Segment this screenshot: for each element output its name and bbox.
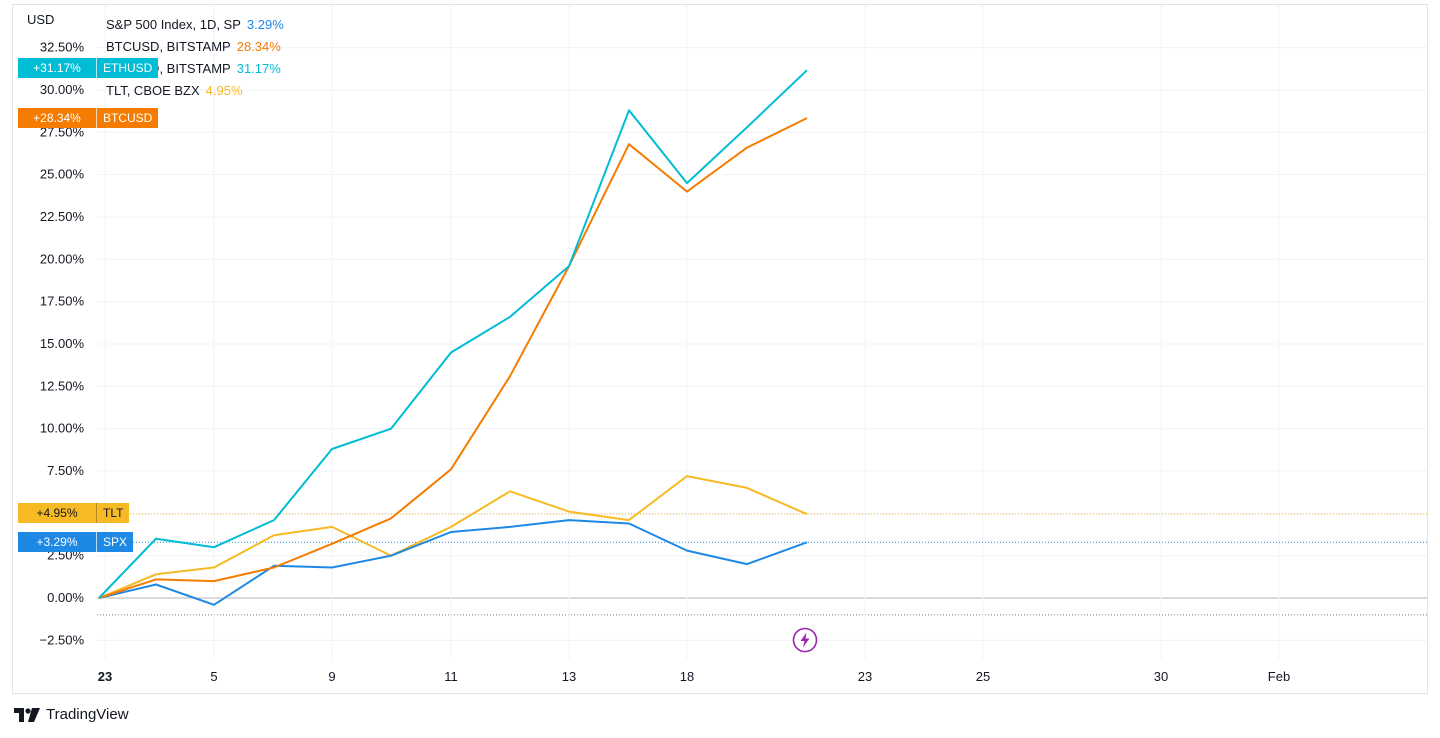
series-line-spx bbox=[98, 519, 808, 606]
price-badge-btcusd: +28.34% BTCUSD bbox=[18, 108, 159, 128]
x-tick-label: 9 bbox=[328, 669, 335, 684]
series-line-tlt bbox=[98, 475, 808, 599]
x-tick-label: 13 bbox=[562, 669, 576, 684]
badge-symbol: ETHUSD bbox=[96, 58, 158, 78]
y-tick-label: 7.50% bbox=[47, 463, 84, 478]
lightning-bolt-icon[interactable] bbox=[792, 627, 818, 653]
tradingview-logo-icon bbox=[14, 707, 40, 722]
badge-symbol: BTCUSD bbox=[96, 108, 158, 128]
legend-name: TLT, CBOE BZX bbox=[106, 83, 200, 98]
price-badge-spx: +3.29% SPX bbox=[18, 532, 134, 552]
y-tick-label: 25.00% bbox=[40, 167, 85, 182]
x-tick-label: 11 bbox=[444, 669, 458, 684]
legend-row-tlt[interactable]: TLT, CBOE BZX 4.95% bbox=[106, 80, 284, 102]
chart-frame[interactable]: 32.50% 30.00% 27.50% 25.00% 22.50% 20.00% 17.5… bbox=[12, 4, 1428, 694]
x-tick-label: 5 bbox=[210, 669, 217, 684]
y-tick-label: 17.50% bbox=[40, 294, 85, 309]
legend-row-btcusd[interactable]: BTCUSD, BITSTAMP 28.34% bbox=[106, 36, 284, 58]
legend-value: 3.29% bbox=[246, 17, 284, 32]
series-line-ethusd bbox=[98, 69, 808, 599]
legend-name: S&P 500 Index, 1D, SP bbox=[106, 17, 241, 32]
badge-value: +4.95% bbox=[36, 506, 78, 520]
brand-name: TradingView bbox=[46, 706, 129, 723]
legend-value: 4.95% bbox=[205, 83, 243, 98]
y-tick-label: 10.00% bbox=[40, 421, 85, 436]
series-line-btcusd bbox=[98, 117, 808, 599]
badge-symbol: SPX bbox=[96, 532, 133, 552]
x-tick-label: 30 bbox=[1154, 669, 1168, 684]
badge-value: +31.17% bbox=[33, 61, 81, 75]
y-tick-label: 27.50% bbox=[40, 124, 85, 139]
legend-value: 31.17% bbox=[236, 61, 281, 76]
badge-symbol: TLT bbox=[96, 503, 129, 523]
legend-name: BTCUSD, BITSTAMP bbox=[106, 39, 231, 54]
chart-plot[interactable]: 32.50% 30.00% 27.50% 25.00% 22.50% 20.00% 17.5… bbox=[13, 5, 1427, 693]
currency-label: USD bbox=[27, 12, 55, 27]
x-tick-label: 25 bbox=[976, 669, 990, 684]
y-tick-label: 15.00% bbox=[40, 336, 85, 351]
y-tick-label: 12.50% bbox=[40, 378, 85, 393]
price-badge-tlt: +4.95% TLT bbox=[18, 503, 130, 523]
y-tick-label: 30.00% bbox=[40, 82, 85, 97]
y-tick-label: 22.50% bbox=[40, 209, 85, 224]
y-tick-label: 20.00% bbox=[40, 251, 85, 266]
y-tick-label: 32.50% bbox=[40, 40, 85, 55]
badge-value: +3.29% bbox=[36, 535, 78, 549]
legend-row-spx[interactable]: S&P 500 Index, 1D, SP 3.29% bbox=[106, 14, 284, 36]
legend-value: 28.34% bbox=[236, 39, 281, 54]
x-tick-label: Feb bbox=[1268, 669, 1290, 684]
x-tick-label: 23 bbox=[858, 669, 872, 684]
y-tick-label: 0.00% bbox=[47, 590, 84, 605]
tradingview-branding[interactable]: TradingView bbox=[14, 706, 129, 723]
x-tick-label: 18 bbox=[680, 669, 694, 684]
x-tick-label: 23 bbox=[98, 669, 112, 684]
y-tick-label: −2.50% bbox=[40, 632, 85, 647]
badge-value: +28.34% bbox=[33, 111, 81, 125]
price-badge-ethusd: +31.17% ETHUSD bbox=[18, 58, 159, 78]
